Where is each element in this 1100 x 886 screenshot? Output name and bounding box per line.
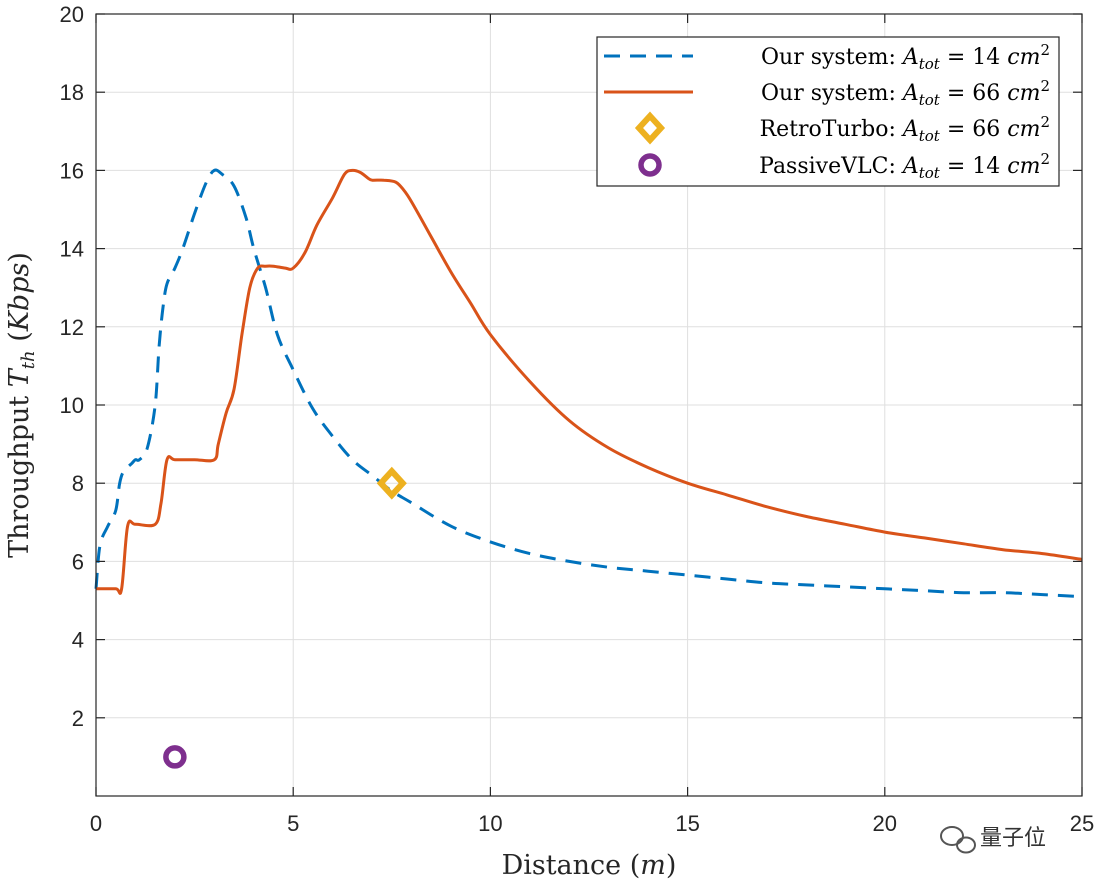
legend-label: PassiveVLC: Atot = 14 cm2: [759, 150, 1050, 182]
x-tick-label: 25: [1070, 811, 1094, 836]
y-tick-label: 10: [60, 393, 84, 418]
y-axis-label: Throughput Tth (Kbps): [4, 252, 39, 558]
legend-box: [596, 36, 1060, 187]
watermark: 量子位: [940, 826, 1046, 854]
y-tick-label: 6: [72, 549, 84, 574]
y-tick-label: 12: [60, 315, 84, 340]
legend-item: RetroTurbo: Atot = 66 cm2: [634, 111, 1050, 145]
retroturbo-point: [376, 466, 407, 500]
legend-swatch-diamond: [634, 111, 666, 145]
x-tick-label: 15: [675, 811, 699, 836]
x-axis-label: Distance (m): [502, 850, 677, 881]
legend-label: RetroTurbo: Atot = 66 cm2: [760, 113, 1050, 145]
y-tick-label: 20: [60, 2, 84, 27]
x-tick-label: 20: [873, 811, 897, 836]
legend: Our system: Atot = 14 cm2 Our system: Ato…: [596, 36, 1060, 187]
watermark-text: 量子位: [980, 826, 1046, 851]
y-tick-label: 4: [72, 628, 84, 653]
legend-item: PassiveVLC: Atot = 14 cm2: [638, 150, 1050, 182]
series-layer: [94, 168, 1083, 769]
wechat-icon: [940, 826, 976, 854]
x-tick-label: 0: [90, 811, 102, 836]
x-tick-label: 5: [287, 811, 299, 836]
y-tick-label: 14: [60, 237, 84, 262]
y-tick-label: 2: [72, 706, 84, 731]
legend-item: Our system: Atot = 14 cm2: [604, 41, 1050, 73]
legend-label: Our system: Atot = 66 cm2: [761, 77, 1050, 109]
y-tick-label: 18: [60, 80, 84, 105]
x-tick-label: 10: [478, 811, 502, 836]
passivevlc-point: [163, 745, 187, 769]
series-line-66cm2: [95, 168, 1083, 595]
legend-label: Our system: Atot = 14 cm2: [761, 41, 1050, 73]
ticks: 0 5 10 15 20 25 2 4 6 8 10 12 14 16 18 20: [60, 2, 1095, 836]
y-tick-label: 16: [60, 158, 84, 183]
legend-item: Our system: Atot = 66 cm2: [604, 77, 1050, 109]
legend-swatch-circle: [638, 153, 662, 177]
series-line-14cm2: [94, 168, 1083, 599]
y-tick-label: 8: [72, 471, 84, 496]
